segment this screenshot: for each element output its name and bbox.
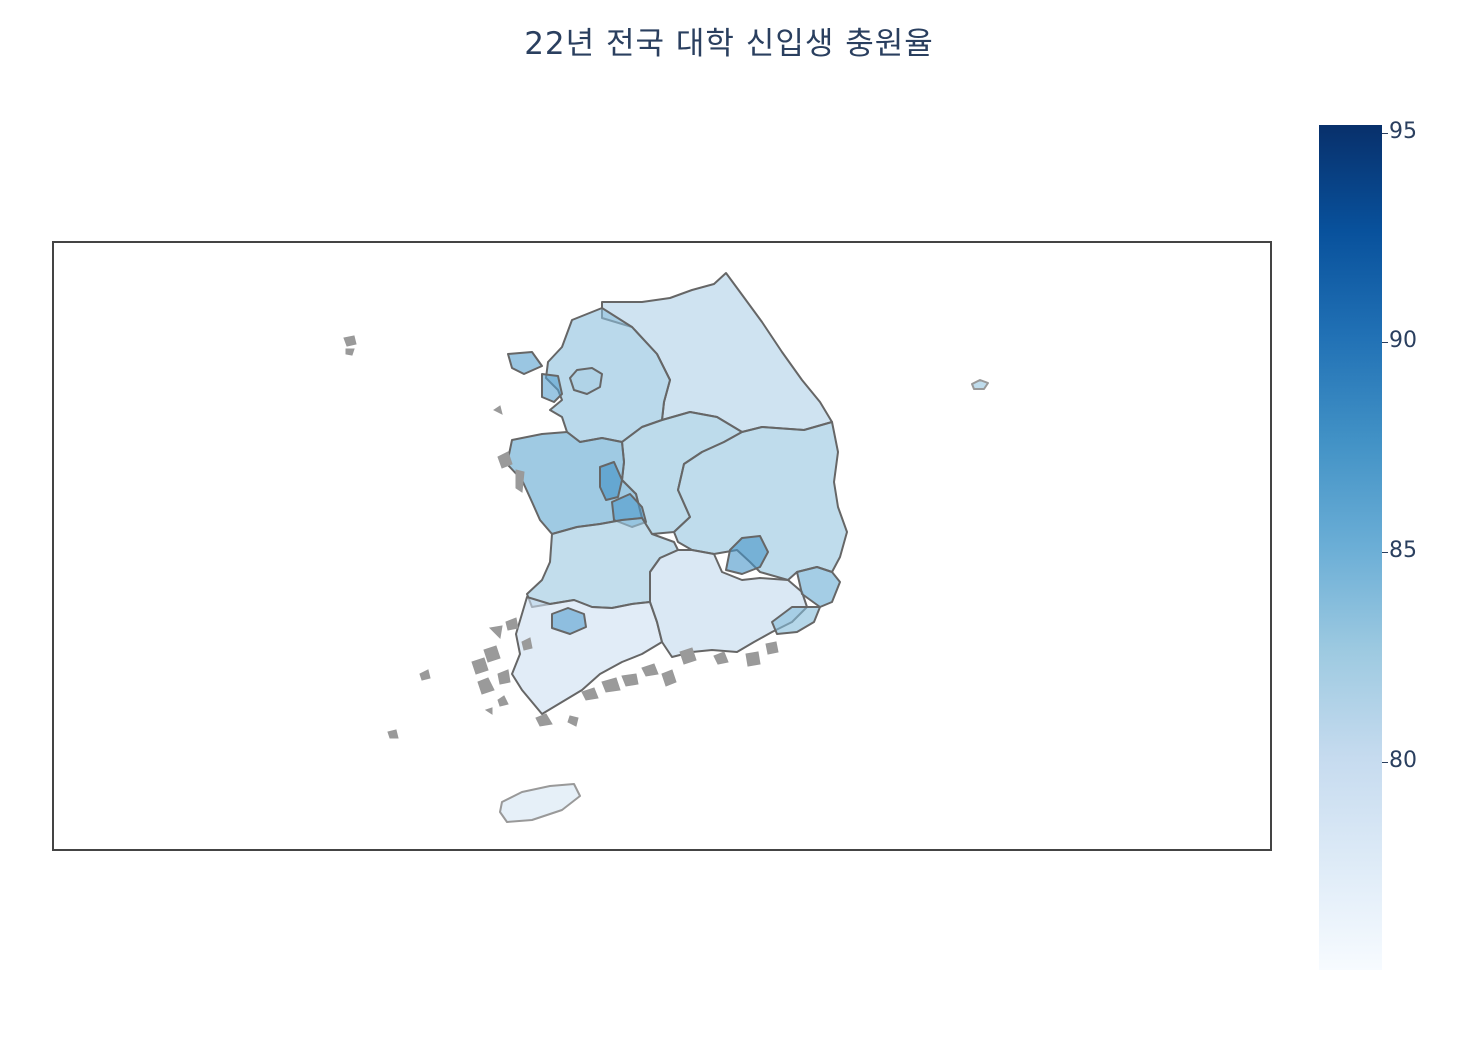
region-incheon bbox=[507, 351, 543, 375]
region-sejong bbox=[599, 461, 623, 501]
colorbar-tickmark bbox=[1382, 762, 1388, 763]
colorbar-tick-label: 85 bbox=[1389, 538, 1417, 563]
minor-islands bbox=[343, 335, 779, 739]
region-daegu bbox=[725, 535, 769, 575]
colorbar bbox=[1319, 125, 1382, 970]
map-frame bbox=[52, 241, 1272, 851]
colorbar-tickmark bbox=[1382, 342, 1388, 343]
region-gyeongbuk bbox=[673, 421, 848, 581]
region-seoul bbox=[569, 367, 603, 395]
colorbar-tick-label: 90 bbox=[1389, 328, 1417, 353]
korea-choropleth-map bbox=[343, 272, 989, 823]
region-gwangju bbox=[551, 607, 587, 635]
region-busan bbox=[771, 606, 821, 635]
region-jeonnam bbox=[511, 596, 663, 715]
colorbar-tickmark bbox=[1382, 133, 1388, 134]
colorbar-tick-label: 95 bbox=[1389, 119, 1417, 144]
region-ulleung bbox=[971, 379, 989, 390]
colorbar-tick-label: 80 bbox=[1389, 748, 1417, 773]
region-jeju bbox=[499, 783, 581, 823]
map-title: 22년 전국 대학 신입생 충원율 bbox=[524, 26, 934, 62]
region-ulsan bbox=[796, 566, 841, 608]
region-incheon bbox=[541, 373, 563, 403]
colorbar-tickmark bbox=[1382, 552, 1388, 553]
